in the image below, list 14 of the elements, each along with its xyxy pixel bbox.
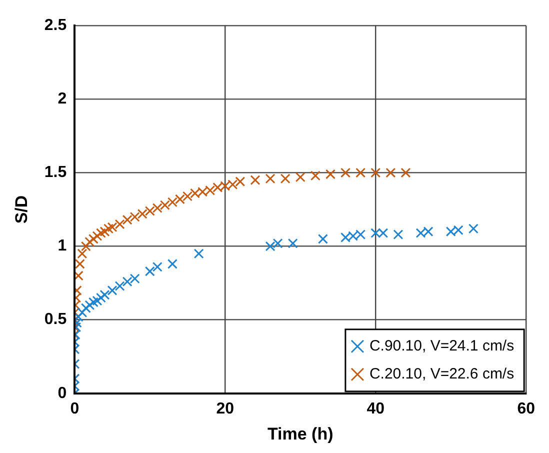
- x-axis-title: Time (h): [267, 424, 334, 444]
- legend-label: C.90.10, V=24.1 cm/s: [369, 338, 514, 355]
- y-tick-label: 2.5: [44, 17, 67, 34]
- y-tick-label: 2: [58, 90, 67, 108]
- x-tick-label: 0: [70, 400, 80, 418]
- y-axis-title: S/D: [12, 195, 31, 224]
- y-tick-label: 0: [58, 384, 67, 402]
- legend-label: C.20.10, V=22.6 cm/s: [369, 366, 514, 383]
- x-tick-label: 60: [517, 400, 536, 418]
- x-tick-label: 20: [216, 400, 234, 418]
- y-tick-label: 1.5: [44, 164, 67, 182]
- y-tick-label: 1: [58, 238, 67, 255]
- x-tick-label: 40: [366, 400, 385, 418]
- y-tick-label: 0.5: [44, 311, 67, 328]
